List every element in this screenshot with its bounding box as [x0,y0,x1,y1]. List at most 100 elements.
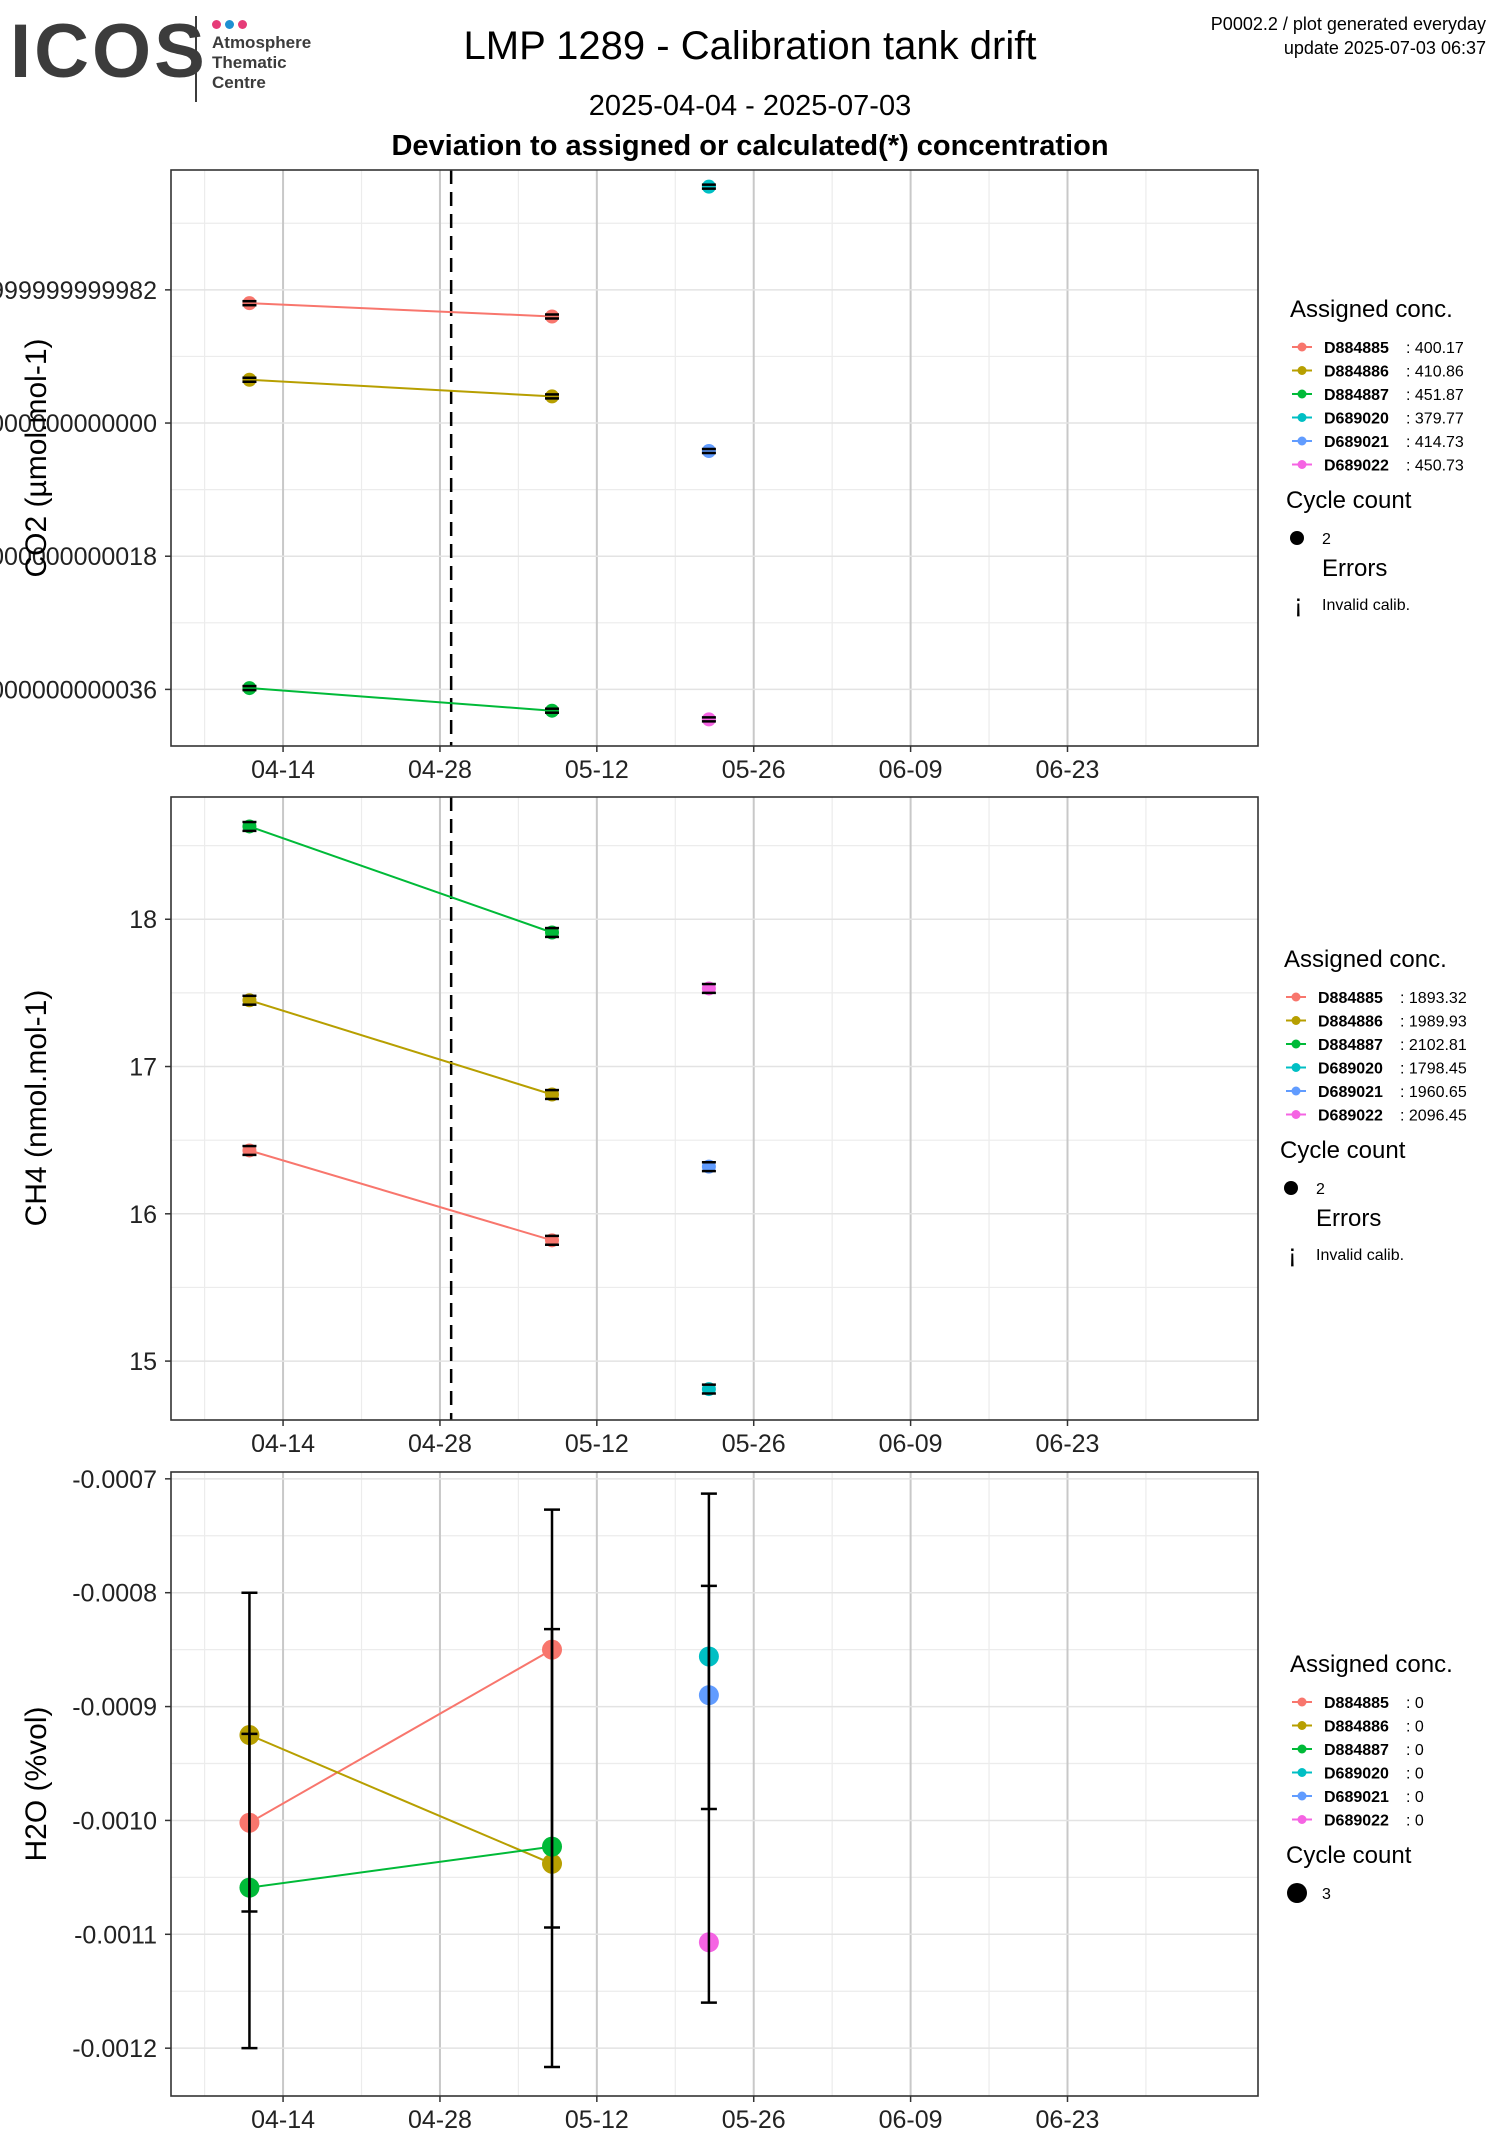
legend-key-dot [1297,1697,1307,1707]
x-tick-label: 06-09 [879,2106,943,2134]
chart-subtitle: Deviation to assigned or calculated(*) c… [391,130,1109,162]
logo-dot [238,20,247,29]
legend-size-dot [1284,1181,1298,1195]
y-tick-label: -5.40000000000000036 [0,676,157,704]
legend-value: : 0 [1406,1742,1424,1759]
y-tick-label: 18 [129,906,157,934]
legend-value: : 451.87 [1406,387,1464,404]
legend-value: : 1893.32 [1400,990,1467,1007]
legend-size-title: Cycle count [1286,1842,1412,1869]
x-tick-label: 06-23 [1036,1430,1100,1458]
legend-size-label: 3 [1322,1886,1331,1903]
series-line-D884886 [249,378,553,398]
legend-value: : 2096.45 [1400,1108,1467,1125]
series-line-D884885 [249,302,553,318]
y-axis-label: CO2 (µmol.mol-1) [20,339,53,578]
legend-value: : 400.17 [1406,340,1464,357]
legend-key-dot [1291,1110,1301,1119]
legend-tank-id: D884886 [1324,1719,1389,1736]
legend-key-dot [1297,413,1307,422]
legend-key-dot [1297,389,1307,399]
series-line-D884887 [249,687,553,712]
y-tick-label: -4.79999999999999982 [0,277,157,305]
legend-value: : 414.73 [1406,434,1464,451]
logo-subtitle-line-2: Thematic [212,53,287,72]
series-line-D884886 [249,999,553,1096]
legend-value: : 1960.65 [1400,1084,1467,1101]
legend-tank-id: D689022 [1324,1813,1389,1830]
series-line-D884885 [249,1149,553,1242]
legend-error-glyph-icon: ¡ [1294,588,1303,618]
legend-tank-id: D689020 [1324,1766,1389,1783]
logo-subtitle-line-1: Atmosphere [212,33,312,52]
logo-subtitle-line-3: Centre [212,73,266,92]
legend-key-dot [1291,1016,1301,1025]
logo-divider [195,16,197,102]
legend-value: : 0 [1406,1719,1424,1736]
legend-key-dot [1297,366,1307,375]
legend-errors-label: Invalid calib. [1322,597,1410,614]
legend-key-dot [1297,460,1307,469]
y-tick-label: 15 [129,1348,157,1376]
legend-size-label: 2 [1322,531,1331,548]
legend-tank-id: D689022 [1324,458,1389,475]
legend-error-glyph-icon: ¡ [1288,1238,1297,1268]
x-tick-label: 05-26 [722,1430,786,1458]
legend-key-dot [1297,1744,1307,1754]
data-point-D689021 [701,444,716,459]
data-point-D689022 [701,712,716,727]
x-tick-label: 05-26 [722,2106,786,2134]
data-point-D884885 [242,296,257,311]
legend-tank-id: D884885 [1324,340,1389,357]
data-point-D884885 [545,309,560,324]
legend-tank-id: D884885 [1324,1695,1389,1712]
y-tick-label: -0.0011 [74,1921,157,1949]
legend-title: Assigned conc. [1284,946,1447,973]
plot-panel [171,170,1258,746]
legend-tank-id: D689021 [1324,1789,1389,1806]
y-axis-label: CH4 (nmol.mol-1) [20,990,53,1227]
legend-tank-id: D884886 [1318,1014,1383,1031]
x-tick-label: 04-28 [408,756,472,784]
x-tick-label: 06-23 [1036,2106,1100,2134]
y-tick-label: -5.20000000000000018 [0,543,157,571]
legend-value: : 1989.93 [1400,1014,1467,1031]
legend-size-label: 2 [1316,1181,1325,1198]
legend-title: Assigned conc. [1290,296,1453,323]
plot-border [170,169,1259,747]
legend-title: Assigned conc. [1290,1651,1453,1678]
legend-value: : 0 [1406,1695,1424,1712]
legend-tank-id: D689021 [1324,434,1389,451]
legend-value: : 410.86 [1406,364,1464,381]
legend-value: : 2102.81 [1400,1037,1467,1054]
legend-tank-id: D884887 [1324,1742,1389,1759]
x-tick-label: 05-26 [722,756,786,784]
x-tick-label: 04-14 [251,756,315,784]
data-point-D884887 [545,703,560,718]
logo-dots [212,16,251,34]
legend-tank-id: D884886 [1324,364,1389,381]
legend-errors-title: Errors [1316,1205,1381,1232]
legend-size-title: Cycle count [1286,487,1412,514]
x-tick-label: 06-09 [879,756,943,784]
legend-value: : 450.73 [1406,458,1464,475]
legend-tank-id: D689021 [1318,1084,1383,1101]
x-tick-label: 04-28 [408,2106,472,2134]
legend-value: : 0 [1406,1813,1424,1830]
legend-tank-id: D884887 [1324,387,1389,404]
series-line-D884887 [249,1845,553,1889]
y-axis-label: H2O (%vol) [20,1706,53,1861]
series-line-D884887 [249,825,553,934]
legend-key-dot [1291,1063,1301,1072]
data-point-D884886 [242,372,257,387]
x-tick-label: 06-09 [879,1430,943,1458]
legend-errors-title: Errors [1322,555,1387,582]
update-timestamp: update 2025-07-03 06:37 [1283,38,1486,58]
legend-key-dot [1291,1039,1301,1049]
legend-tank-id: D884887 [1318,1037,1383,1054]
legend-key-dot [1291,1086,1301,1096]
plot-panel [171,1472,1258,2096]
chart-title: LMP 1289 - Calibration tank drift [463,24,1037,68]
data-point-D884886 [545,389,560,404]
